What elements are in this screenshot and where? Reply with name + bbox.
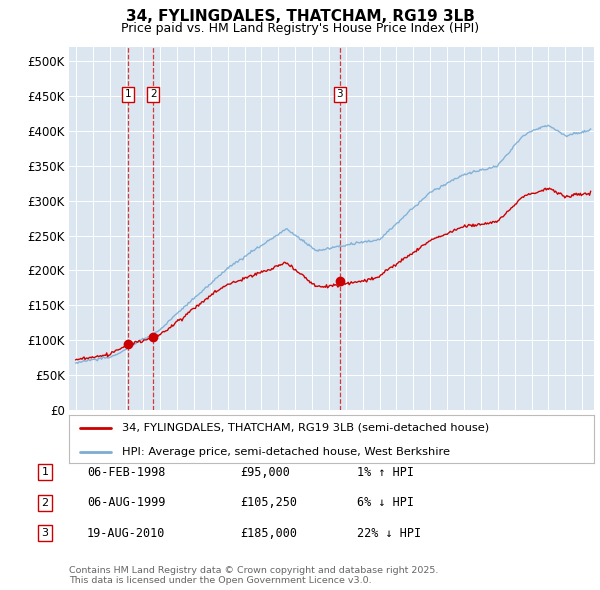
Text: HPI: Average price, semi-detached house, West Berkshire: HPI: Average price, semi-detached house,… bbox=[121, 447, 449, 457]
Text: 34, FYLINGDALES, THATCHAM, RG19 3LB: 34, FYLINGDALES, THATCHAM, RG19 3LB bbox=[125, 9, 475, 24]
Text: Contains HM Land Registry data © Crown copyright and database right 2025.
This d: Contains HM Land Registry data © Crown c… bbox=[69, 566, 439, 585]
Text: £185,000: £185,000 bbox=[240, 527, 297, 540]
Text: 1: 1 bbox=[41, 467, 49, 477]
Text: 06-AUG-1999: 06-AUG-1999 bbox=[87, 496, 166, 509]
Text: 22% ↓ HPI: 22% ↓ HPI bbox=[357, 527, 421, 540]
Text: 2: 2 bbox=[150, 89, 157, 99]
Text: £95,000: £95,000 bbox=[240, 466, 290, 478]
Text: £105,250: £105,250 bbox=[240, 496, 297, 509]
Text: 2: 2 bbox=[41, 498, 49, 507]
Text: 1: 1 bbox=[125, 89, 131, 99]
Text: 1% ↑ HPI: 1% ↑ HPI bbox=[357, 466, 414, 478]
Text: 19-AUG-2010: 19-AUG-2010 bbox=[87, 527, 166, 540]
Text: 6% ↓ HPI: 6% ↓ HPI bbox=[357, 496, 414, 509]
Text: 3: 3 bbox=[336, 89, 343, 99]
Text: 06-FEB-1998: 06-FEB-1998 bbox=[87, 466, 166, 478]
Text: 3: 3 bbox=[41, 529, 49, 538]
Text: Price paid vs. HM Land Registry's House Price Index (HPI): Price paid vs. HM Land Registry's House … bbox=[121, 22, 479, 35]
Text: 34, FYLINGDALES, THATCHAM, RG19 3LB (semi-detached house): 34, FYLINGDALES, THATCHAM, RG19 3LB (sem… bbox=[121, 423, 488, 433]
